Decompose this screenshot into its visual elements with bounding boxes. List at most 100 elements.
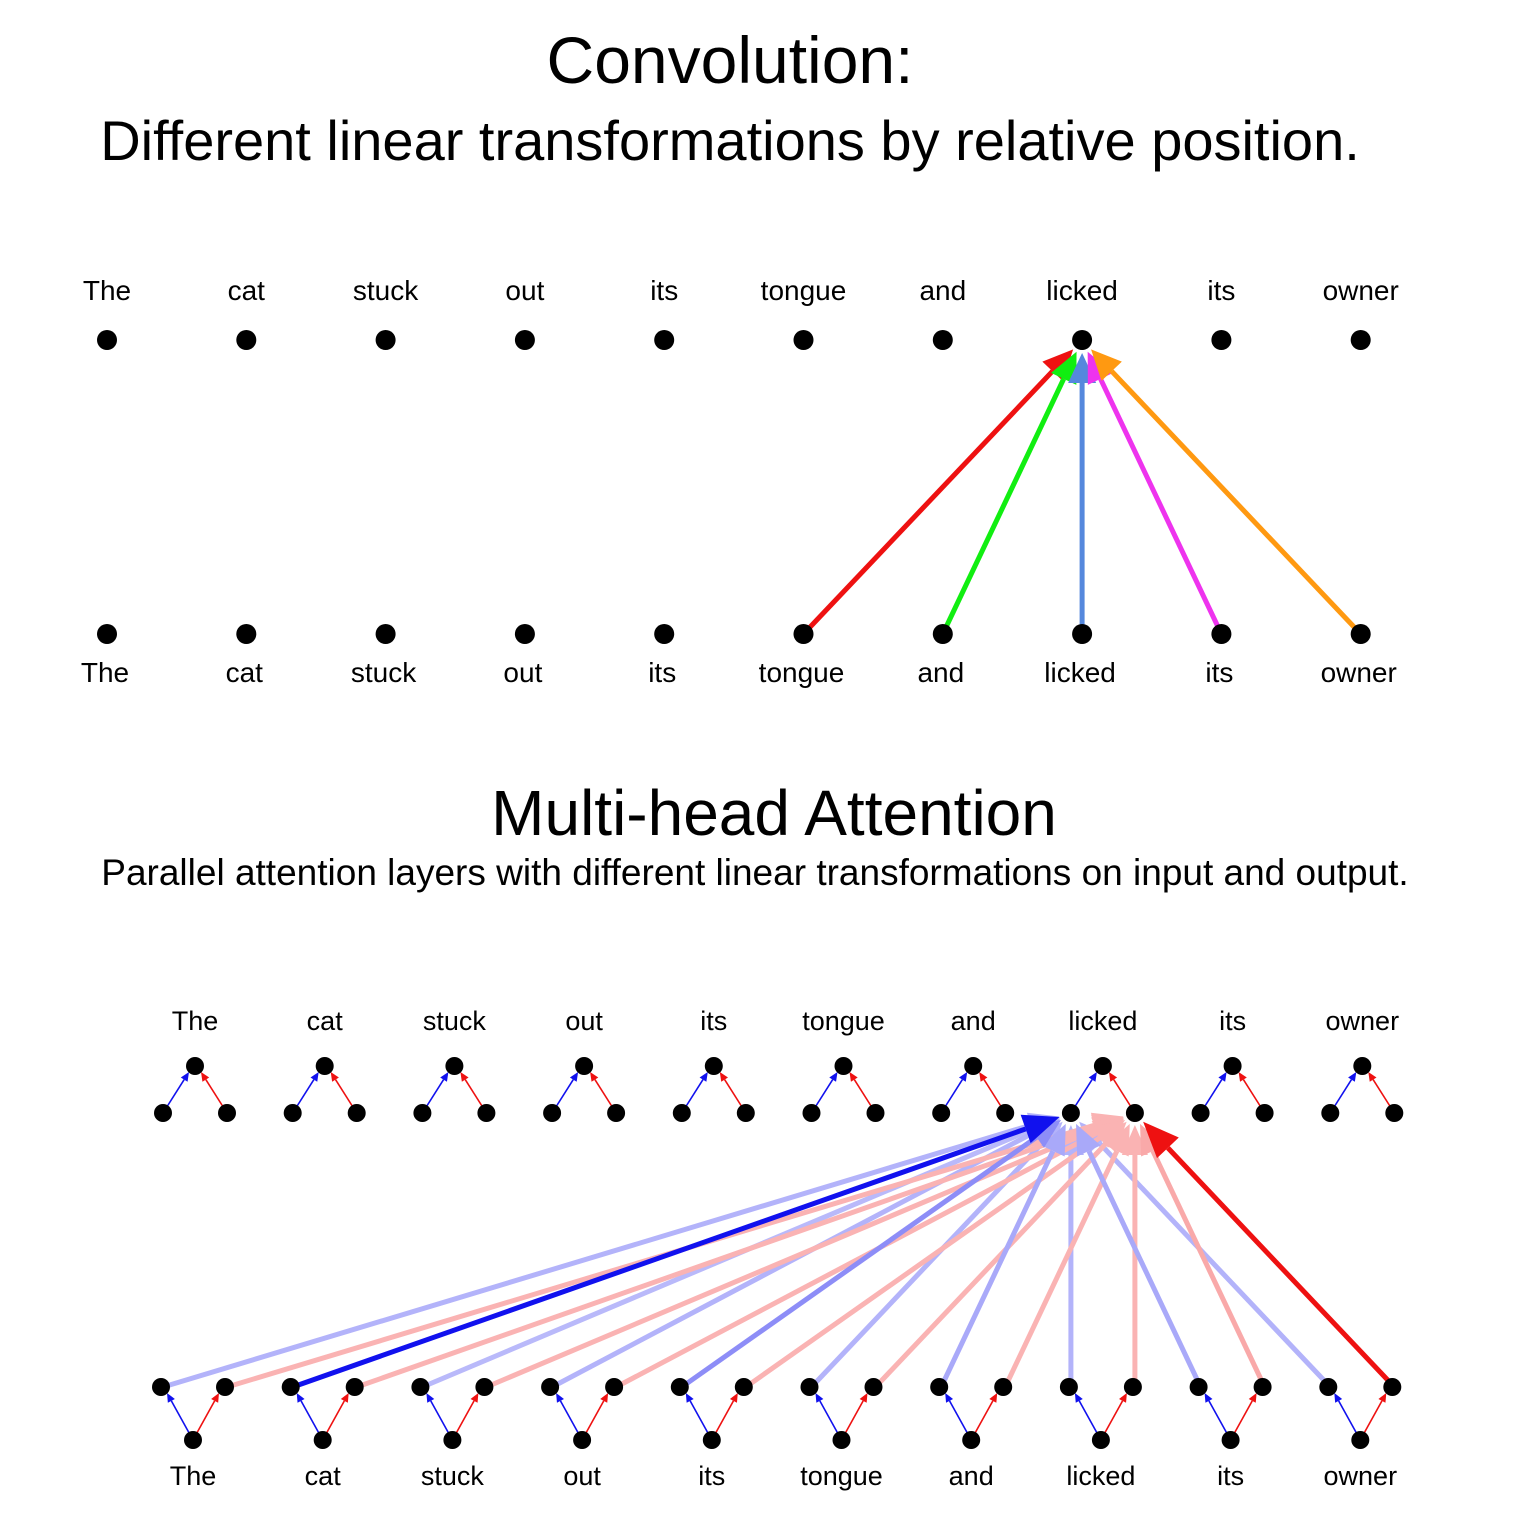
- attn-arrow-red-3-shaft: [614, 1130, 1099, 1390]
- conv-bottom-node: [1350, 624, 1371, 644]
- attn-top-node: [1223, 1057, 1242, 1075]
- attn-top-red-leaf: [607, 1104, 626, 1122]
- attn-bottom-red-head-arrow-head: [729, 1393, 738, 1403]
- attn-bottom-red-head-arrow-head: [989, 1393, 998, 1403]
- attn-bottom-red-leaf: [345, 1378, 364, 1396]
- convolution-title: Convolution:: [546, 23, 914, 97]
- attn-top-node: [704, 1057, 723, 1075]
- attn-bottom-blue-head-arrow-head: [556, 1393, 564, 1403]
- attn-bottom-red-leaf: [605, 1378, 624, 1396]
- attn-bottom-red-leaf: [1253, 1378, 1272, 1396]
- attn-top-red-head-arrow-head: [1368, 1072, 1377, 1082]
- attn-top-red-head-arrow-head: [719, 1072, 728, 1082]
- attn-top-node: [315, 1057, 334, 1075]
- conv-top-node: [654, 330, 675, 350]
- attn-bottom-node: [184, 1431, 202, 1449]
- conv-arrow-1: [940, 351, 1077, 636]
- attn-top-blue-head-arrow-head: [699, 1072, 708, 1082]
- attn-arrow-red-8-shaft: [1150, 1149, 1267, 1389]
- attn-bottom-blue-head-arrow-head: [1074, 1393, 1083, 1403]
- conv-top-node: [514, 330, 535, 350]
- conv-arrow-0-shaft: [801, 369, 1055, 636]
- attn-top-blue-head-arrow-head: [1348, 1072, 1357, 1082]
- conv-bottom-node: [375, 624, 396, 644]
- conv-bottom-node: [654, 624, 675, 644]
- conv-top-label: its: [1207, 275, 1235, 306]
- attn-top-node: [1353, 1057, 1372, 1075]
- attn-bottom-blue-leaf: [930, 1378, 949, 1396]
- attn-top-red-head-arrow-head: [1108, 1072, 1118, 1082]
- conv-bottom-label: its: [648, 657, 676, 688]
- attn-bottom-node: [832, 1431, 851, 1449]
- attn-bottom-label: out: [563, 1461, 601, 1491]
- attn-bottom-blue-leaf: [670, 1378, 689, 1396]
- attn-arrow-blue-0-shaft: [162, 1122, 1032, 1390]
- attn-bottom-red-leaf: [864, 1378, 883, 1396]
- attn-bottom-label: owner: [1324, 1461, 1398, 1491]
- attn-bottom-red-head-arrow-head: [1119, 1393, 1127, 1403]
- attn-bottom-red-head-arrow-head: [470, 1393, 479, 1403]
- attn-arrow-blue-6: [938, 1123, 1066, 1389]
- attn-top-node: [445, 1057, 464, 1075]
- attn-bottom-blue-head-arrow-head: [685, 1393, 694, 1403]
- conv-bottom-node: [1211, 624, 1232, 644]
- attn-arrow-blue-8: [1076, 1123, 1203, 1389]
- attn-arrow-blue-1-shaft: [291, 1126, 1027, 1390]
- conv-top-label: and: [919, 275, 966, 306]
- conv-top-label: its: [650, 275, 678, 306]
- conv-bottom-label: owner: [1321, 657, 1397, 688]
- attn-top-node: [834, 1057, 853, 1075]
- conv-top-label: tongue: [761, 275, 847, 306]
- conv-top-node: [236, 330, 257, 350]
- attn-arrow-red-5-shaft: [873, 1141, 1108, 1389]
- attn-arrow-red-7: [1121, 1125, 1148, 1387]
- conv-top-label: stuck: [353, 275, 419, 306]
- conv-bottom-node: [1072, 624, 1093, 644]
- attn-bottom-red-leaf: [1383, 1378, 1402, 1396]
- attn-arrow-red-8: [1140, 1123, 1267, 1389]
- attn-bottom-label: its: [698, 1461, 725, 1491]
- attn-bottom-red-leaf: [216, 1378, 234, 1396]
- attn-top-red-head-arrow-head: [460, 1072, 469, 1082]
- attn-top-blue-head-arrow-head: [569, 1072, 579, 1082]
- attn-bottom-blue-head-arrow-head: [167, 1393, 175, 1403]
- attn-top-node: [964, 1057, 983, 1075]
- attn-top-blue-leaf: [932, 1104, 951, 1122]
- conv-top-label: The: [83, 275, 131, 306]
- attn-arrow-blue-0: [162, 1112, 1060, 1390]
- attn-arrow-blue-1: [291, 1114, 1060, 1390]
- conv-arrow-0-head: [1042, 349, 1074, 381]
- attn-bottom-node: [1091, 1431, 1110, 1449]
- conv-top-label: cat: [228, 275, 266, 306]
- attn-top-blue-leaf: [1061, 1104, 1080, 1122]
- attn-bottom-blue-head-arrow-head: [945, 1393, 954, 1403]
- attn-bottom-node: [962, 1431, 981, 1449]
- conv-arrow-4-head: [1091, 349, 1122, 381]
- attn-bottom-red-leaf: [994, 1378, 1013, 1396]
- conv-bottom-node: [793, 624, 814, 644]
- conv-arrow-3-shaft: [1098, 377, 1224, 636]
- attn-bottom-blue-leaf: [411, 1378, 430, 1396]
- conv-top-label: out: [505, 275, 544, 306]
- attn-bottom-node: [1221, 1431, 1240, 1449]
- attn-top-label: licked: [1068, 1006, 1137, 1036]
- attn-top-red-leaf: [996, 1104, 1015, 1122]
- attn-top-red-head-arrow-head: [849, 1072, 858, 1082]
- attn-arrow-blue-6-head: [1041, 1123, 1066, 1157]
- conv-arrow-1-head: [1051, 351, 1077, 385]
- attn-bottom-blue-leaf: [281, 1378, 300, 1396]
- attn-top-label: owner: [1326, 1006, 1400, 1036]
- conv-top-node: [932, 330, 953, 350]
- attn-bottom-label: cat: [305, 1461, 342, 1491]
- attn-top-blue-leaf: [283, 1104, 302, 1122]
- attn-top-red-head-arrow-head: [979, 1072, 988, 1082]
- attn-top-blue-head-arrow-head: [1088, 1072, 1097, 1082]
- conv-arrow-4: [1091, 349, 1363, 636]
- conv-top-node: [1350, 330, 1371, 350]
- attn-bottom-label: stuck: [421, 1461, 485, 1491]
- attn-bottom-node: [443, 1431, 462, 1449]
- attn-bottom-red-head-arrow-head: [859, 1393, 868, 1403]
- attn-top-label: out: [565, 1006, 603, 1036]
